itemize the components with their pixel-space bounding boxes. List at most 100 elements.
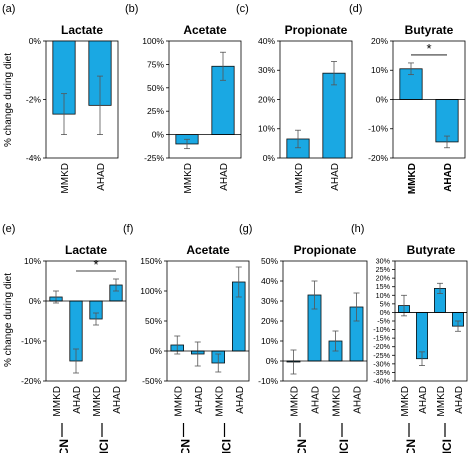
y-tick-label: 40%	[261, 276, 278, 286]
y-tick-label: -25%	[144, 153, 164, 163]
bar	[322, 72, 346, 159]
x-category-label: MMKD	[436, 386, 447, 417]
panel-label: (h)	[351, 223, 364, 235]
panel-label: (g)	[239, 223, 252, 235]
panel-label: (d)	[349, 3, 362, 15]
y-tick-label: -25%	[373, 351, 390, 360]
y-tick-label: -4%	[26, 153, 42, 163]
panel-label: (a)	[2, 3, 15, 15]
y-tick-label: 50%	[147, 83, 164, 93]
x-category-label: MMKD	[294, 163, 305, 194]
y-tick-label: 10%	[258, 124, 275, 134]
plot-frame	[45, 260, 127, 382]
chart-title: Propionate	[285, 23, 348, 37]
significance-marker: *	[426, 41, 431, 56]
y-tick-label: -20%	[373, 342, 390, 351]
x-category-label: AHAD	[330, 163, 341, 191]
y-tick-label: 0%	[263, 153, 276, 163]
chart-title: Lactate	[65, 243, 107, 257]
y-tick-label: -30%	[373, 359, 390, 368]
x-category-label: AHAD	[353, 386, 364, 414]
group-label: CN	[57, 439, 71, 453]
y-tick-label: 0%	[152, 130, 165, 140]
x-category-label: AHAD	[112, 386, 123, 414]
y-tick-label: 0%	[29, 36, 42, 46]
chart-title: Acetate	[186, 243, 230, 257]
chart-title: Propionate	[294, 243, 357, 257]
y-tick-label: 0%	[376, 94, 389, 104]
bar	[435, 99, 459, 143]
group-label: MCI	[337, 439, 351, 453]
group-label: MCI	[220, 439, 234, 453]
group-label: CN	[295, 439, 309, 453]
y-tick-label: 40%	[258, 36, 275, 46]
x-category-label: MMKD	[183, 163, 194, 194]
x-category-label: AHAD	[454, 386, 465, 414]
x-category-label: AHAD	[194, 386, 205, 414]
y-tick-label: 25%	[376, 265, 391, 274]
chart-panel: (a) Lactate -4% -2% 0% MMKD AHAD	[2, 3, 119, 194]
chart-panel: (c) Propionate 0% 10% 20% 30% 40% MMKD AHAD	[236, 3, 353, 194]
x-category-label: MMKD	[407, 163, 418, 194]
y-tick-label: -15%	[373, 334, 390, 343]
x-category-label: AHAD	[443, 163, 454, 192]
y-tick-label: -50%	[142, 376, 162, 386]
y-tick-label: 0%	[29, 296, 42, 306]
x-category-label: AHAD	[235, 386, 246, 414]
y-tick-label: -10%	[258, 376, 278, 386]
chart-panel: (e) Lactate -20% -10% 0% 10% MMKD AHAD MMKD AHAD C…	[2, 223, 127, 453]
plot-frame	[168, 40, 242, 159]
x-category-label: AHAD	[311, 386, 322, 414]
y-tick-label: 0%	[266, 356, 279, 366]
panel-label: (e)	[2, 223, 15, 235]
y-tick-label: 10%	[376, 291, 391, 300]
y-axis-label-bottom: % change during diet	[3, 273, 14, 367]
y-tick-label: 0%	[380, 308, 391, 317]
y-tick-label: -5%	[377, 317, 390, 326]
chart-title: Butyrate	[405, 23, 454, 37]
panel-label: (c)	[236, 3, 249, 15]
x-category-label: AHAD	[219, 163, 230, 191]
y-tick-label: -35%	[373, 368, 390, 377]
chart-panel: (h) Butyrate -40%-35%-30%-25%-20%-15%-10%-…	[351, 223, 468, 453]
group-label: MCI	[440, 439, 454, 453]
x-category-label: MMKD	[60, 163, 71, 194]
y-tick-label: 30%	[376, 257, 391, 266]
panel-label: (b)	[125, 3, 138, 15]
chart-title: Lactate	[61, 23, 103, 37]
y-tick-label: -10%	[373, 325, 390, 334]
y-tick-label: 20%	[371, 36, 388, 46]
x-category-label: MMKD	[214, 386, 225, 417]
chart-title: Acetate	[183, 23, 227, 37]
chart-panel: (g) Propionate -10% 0% 10% 20% 30% 40% 50% MMKD AH…	[239, 223, 368, 453]
group-label: MCI	[97, 439, 111, 453]
x-category-label: MMKD	[173, 386, 184, 417]
y-tick-label: -2%	[26, 94, 42, 104]
chart-panel: (d) Butyrate -20% -10% 0% 10% 20% MMKD AHAD *	[349, 3, 466, 194]
y-tick-label: 20%	[261, 316, 278, 326]
y-tick-label: -20%	[21, 376, 41, 386]
y-tick-label: 15%	[376, 282, 391, 291]
group-label: CN	[404, 439, 418, 453]
y-tick-label: 20%	[376, 274, 391, 283]
y-tick-label: 10%	[371, 65, 388, 75]
x-category-label: MMKD	[400, 386, 411, 417]
panel-label: (f)	[123, 223, 133, 235]
y-axis-label-top: % change during diet	[3, 53, 14, 147]
x-category-label: MMKD	[332, 386, 343, 417]
y-tick-label: 30%	[258, 65, 275, 75]
y-tick-label: 75%	[147, 59, 164, 69]
y-tick-label: 20%	[258, 94, 275, 104]
x-category-label: AHAD	[72, 386, 83, 414]
x-category-label: MMKD	[92, 386, 103, 417]
y-tick-label: 100%	[142, 36, 164, 46]
y-tick-label: 25%	[147, 106, 164, 116]
significance-marker: *	[93, 257, 98, 272]
y-tick-label: 50%	[261, 256, 278, 266]
y-tick-label: -20%	[368, 153, 388, 163]
y-tick-label: 150%	[140, 256, 162, 266]
y-tick-label: -10%	[21, 336, 41, 346]
x-category-label: MMKD	[290, 386, 301, 417]
y-tick-label: 50%	[145, 316, 162, 326]
